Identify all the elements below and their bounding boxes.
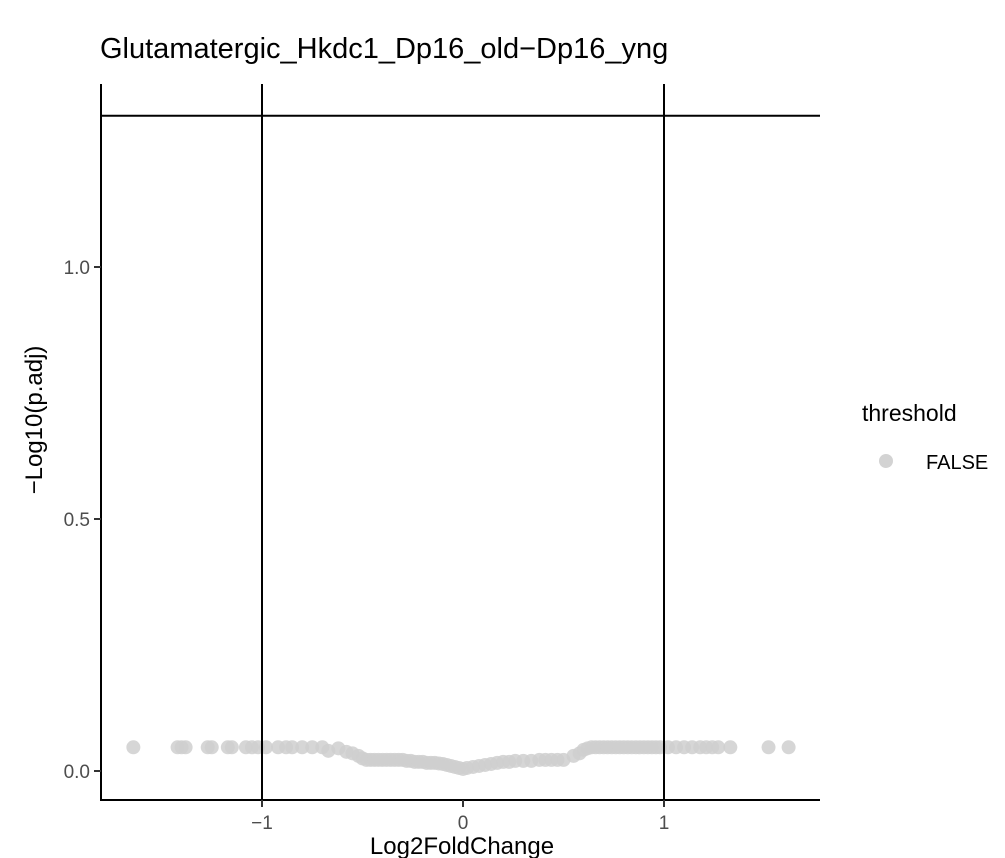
x-tick-label: 1: [659, 813, 670, 834]
data-point: [305, 740, 320, 755]
data-point: [761, 740, 776, 755]
data-point: [711, 740, 726, 755]
y-tick-label: 0.5: [64, 510, 90, 531]
legend-title: threshold: [862, 400, 957, 426]
y-tick-label: 0.0: [64, 762, 90, 783]
data-point: [295, 740, 310, 755]
data-point: [781, 740, 796, 755]
chart-title: Glutamatergic_Hkdc1_Dp16_old−Dp16_yng: [100, 33, 668, 65]
x-tick-label: 0: [458, 813, 469, 834]
data-point: [126, 740, 141, 755]
x-axis-label: Log2FoldChange: [370, 833, 554, 858]
legend: threshold FALSE: [862, 400, 988, 474]
y-tick-label: 1.0: [64, 258, 90, 279]
data-point: [723, 740, 738, 755]
data-point: [224, 740, 239, 755]
plot-area: −1 0 1 0.0 0.5 1.0: [64, 84, 820, 834]
data-point: [204, 740, 219, 755]
y-axis-label: −Log10(p.adj): [21, 346, 48, 495]
data-point: [178, 740, 193, 755]
legend-key-false: [879, 454, 893, 468]
legend-label-false: FALSE: [926, 452, 988, 474]
x-tick-label: −1: [251, 813, 273, 834]
data-point: [285, 740, 300, 755]
